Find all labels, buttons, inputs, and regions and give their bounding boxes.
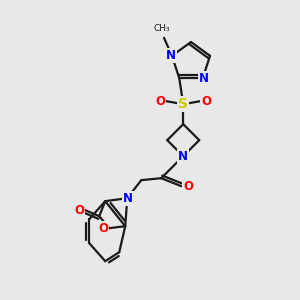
Text: N: N <box>199 72 209 85</box>
Text: O: O <box>201 95 211 108</box>
Text: N: N <box>123 192 133 205</box>
Text: O: O <box>98 222 108 235</box>
Text: S: S <box>178 97 188 111</box>
Text: O: O <box>155 95 165 108</box>
Text: N: N <box>166 49 176 62</box>
Text: O: O <box>183 180 193 193</box>
Text: N: N <box>178 150 188 163</box>
Text: CH₃: CH₃ <box>154 24 170 33</box>
Text: O: O <box>74 204 84 217</box>
